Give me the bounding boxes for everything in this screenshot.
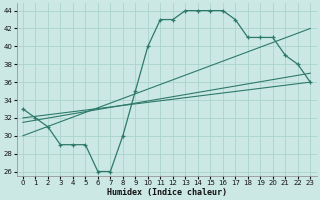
X-axis label: Humidex (Indice chaleur): Humidex (Indice chaleur) — [107, 188, 227, 197]
